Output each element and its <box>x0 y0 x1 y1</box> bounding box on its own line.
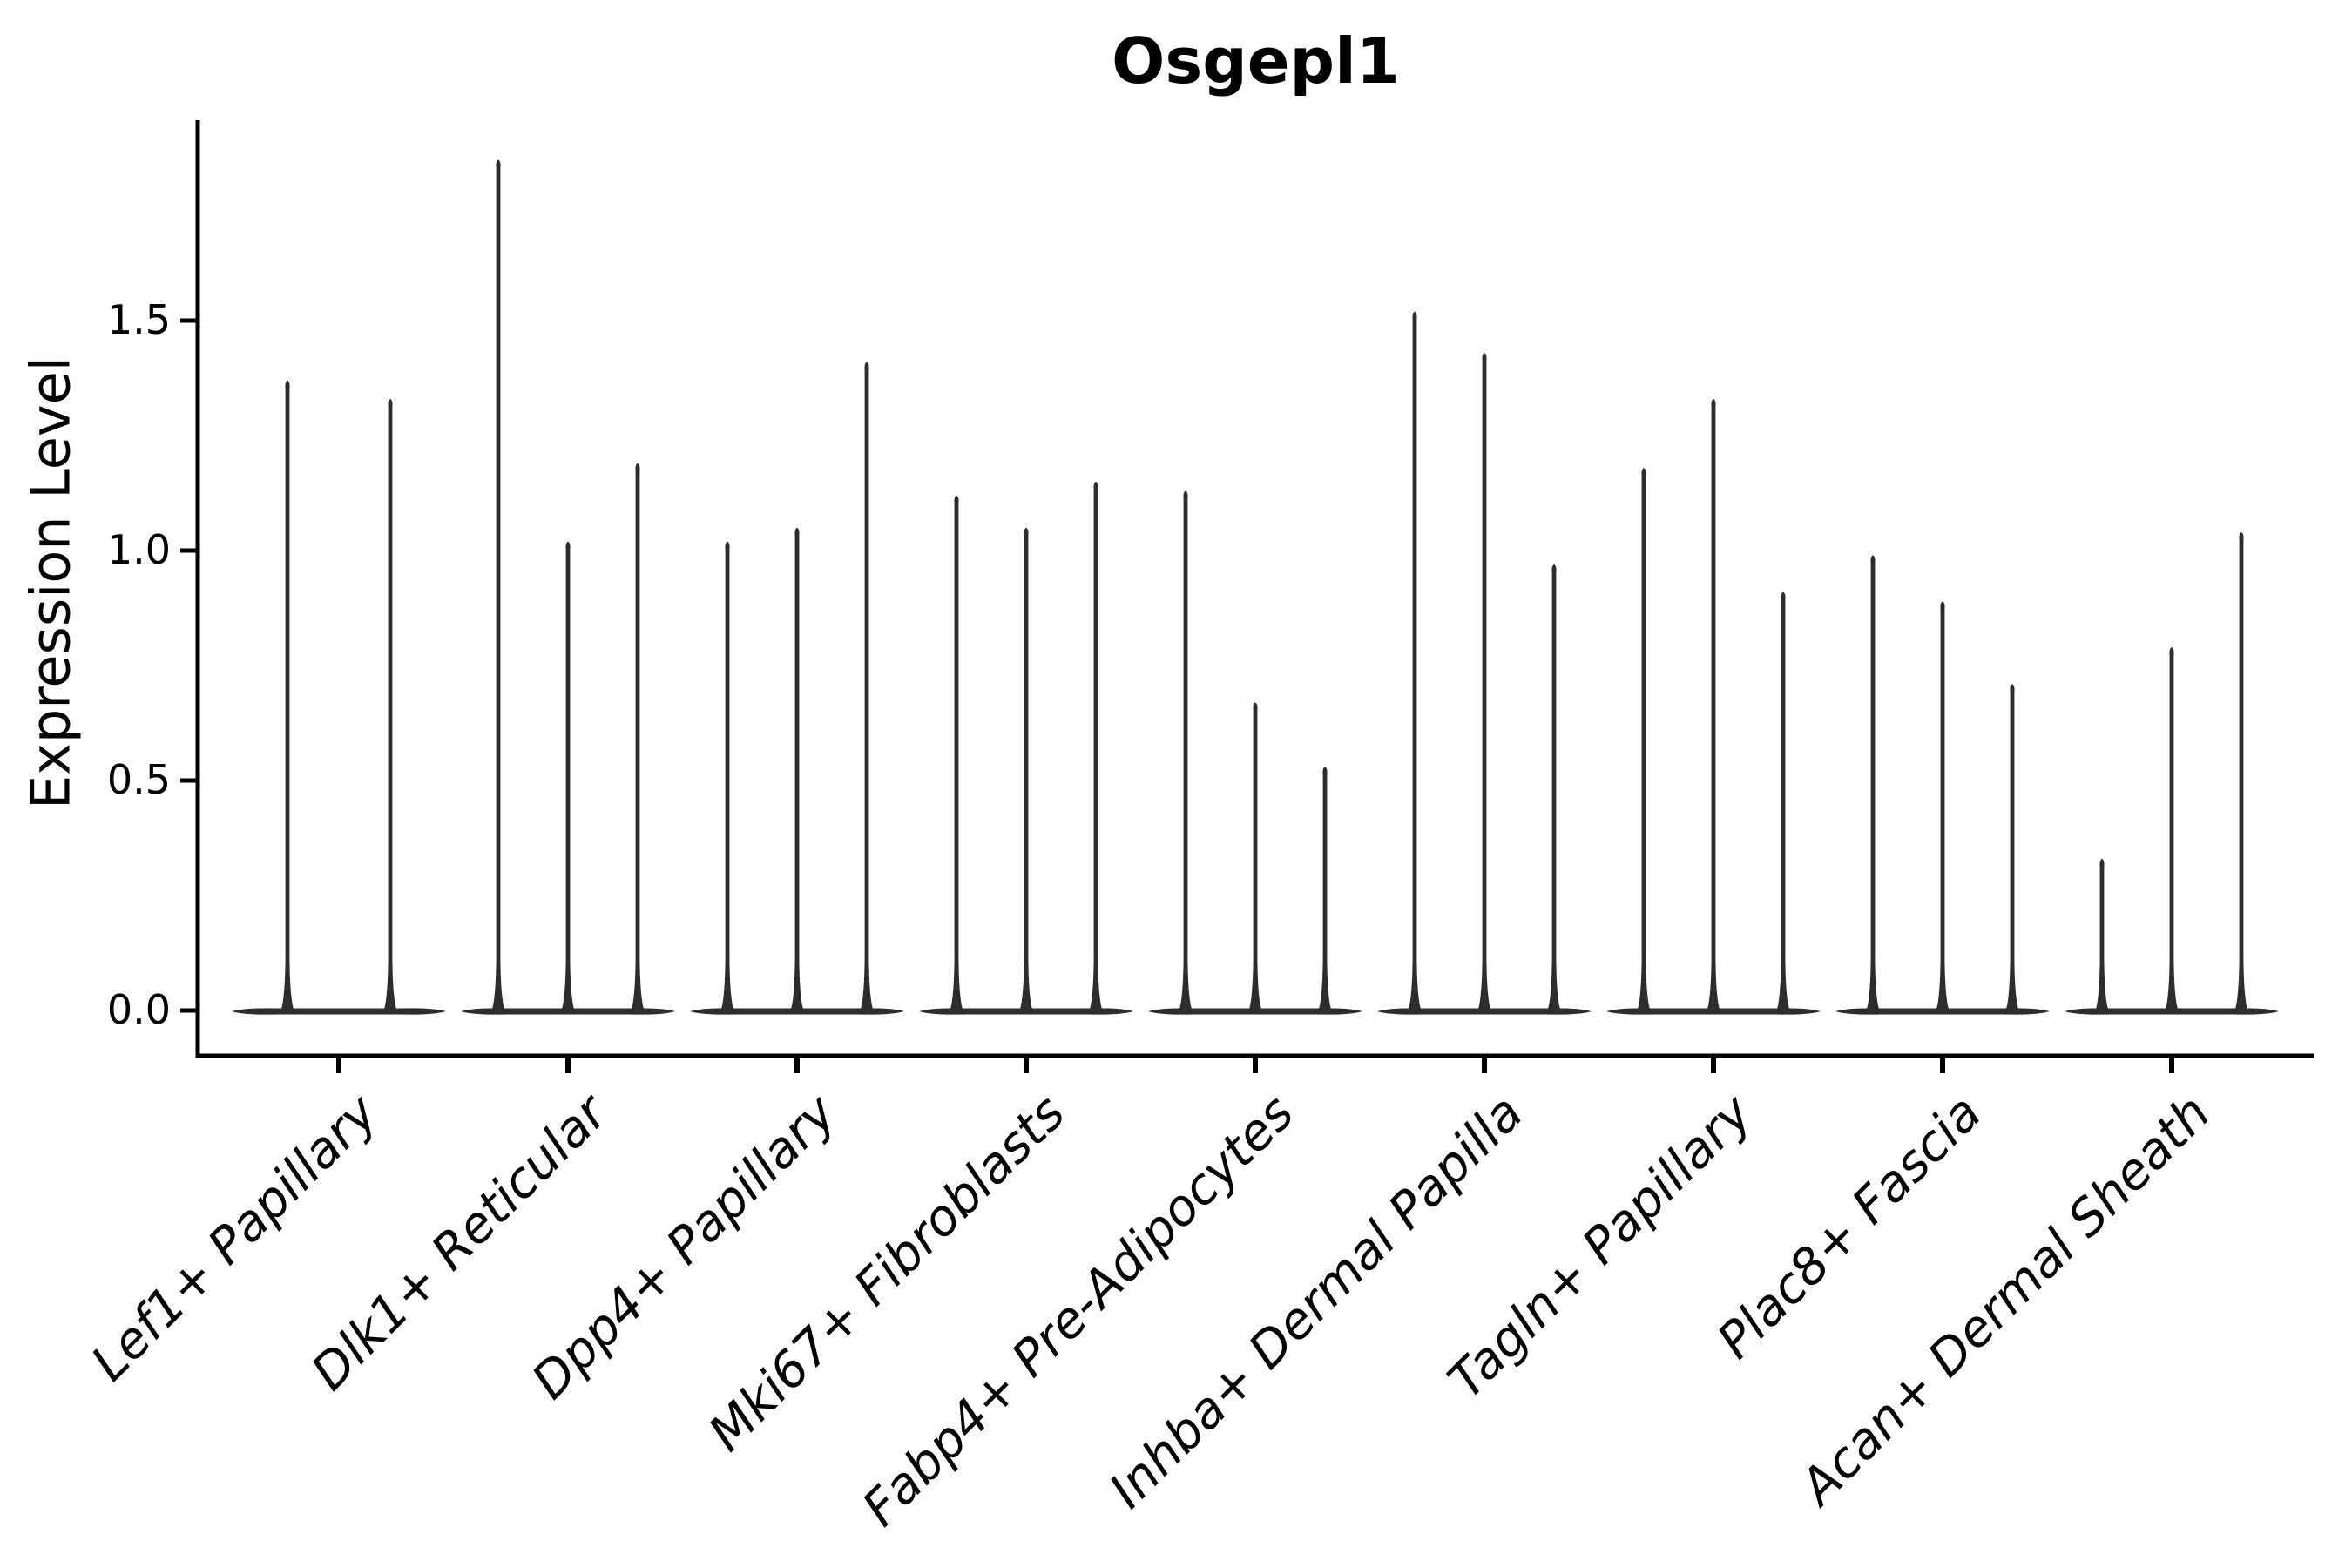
violin-spike <box>860 362 874 1011</box>
violin-spike <box>950 495 963 1011</box>
y-tick-label: 1.0 <box>106 526 171 573</box>
violin-spike <box>2005 684 2019 1011</box>
violin-spike <box>1547 564 1561 1011</box>
violin-spike <box>1179 490 1193 1011</box>
violin-spike <box>1248 702 1262 1011</box>
chart-title: Osgepl1 <box>1112 24 1400 98</box>
violin-spike <box>280 380 294 1011</box>
violin-spike <box>1637 467 1651 1011</box>
violin-spike <box>1408 311 1422 1011</box>
violin-spike <box>1477 352 1491 1012</box>
violin-spike <box>2095 858 2109 1011</box>
violin-spike <box>491 159 505 1011</box>
violin-spike <box>561 541 575 1011</box>
violin-base <box>232 1008 446 1015</box>
violin-spike <box>1866 555 1880 1011</box>
violin-spike <box>720 541 734 1011</box>
violin-spike <box>2165 646 2179 1011</box>
violin-spike <box>790 527 804 1011</box>
violin-spike <box>2234 531 2248 1011</box>
violin-spike <box>1776 591 1790 1011</box>
violin-spike <box>1936 601 1950 1011</box>
violin-spike <box>631 463 645 1011</box>
violin-spike <box>1019 527 1033 1011</box>
violin-spike <box>1089 481 1103 1011</box>
violin-spike <box>1318 767 1332 1011</box>
y-axis-label: Expression Level <box>18 356 83 809</box>
y-tick-label: 0.0 <box>106 986 171 1033</box>
violin-spike <box>1707 398 1720 1011</box>
violin-spike <box>383 398 397 1011</box>
y-tick-label: 0.5 <box>106 756 171 803</box>
y-tick-label: 1.5 <box>106 296 171 343</box>
